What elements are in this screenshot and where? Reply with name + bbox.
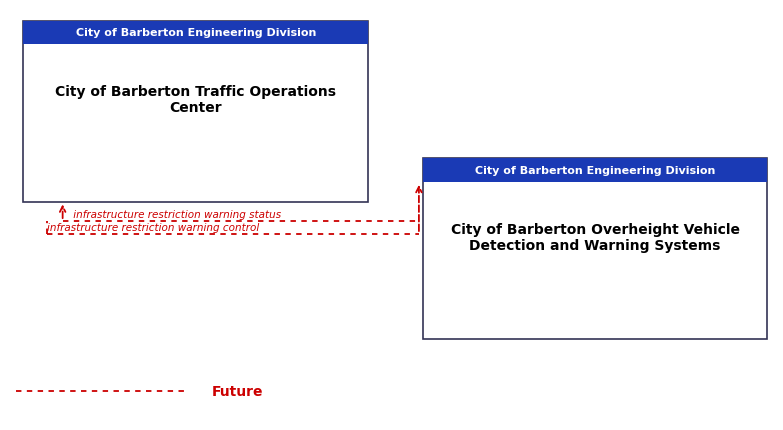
Bar — [423, 159, 767, 183]
Text: City of Barberton Engineering Division: City of Barberton Engineering Division — [76, 28, 316, 38]
Bar — [23, 22, 368, 45]
Text: infrastructure restriction warning control: infrastructure restriction warning contr… — [47, 222, 259, 232]
Bar — [23, 22, 368, 202]
Bar — [423, 159, 767, 340]
Text: City of Barberton Overheight Vehicle
Detection and Warning Systems: City of Barberton Overheight Vehicle Det… — [450, 222, 740, 253]
Text: City of Barberton Traffic Operations
Center: City of Barberton Traffic Operations Cen… — [56, 85, 336, 115]
Text: Future: Future — [211, 384, 263, 398]
Text: City of Barberton Engineering Division: City of Barberton Engineering Division — [475, 166, 715, 176]
Text: infrastructure restriction warning status: infrastructure restriction warning statu… — [70, 209, 282, 219]
